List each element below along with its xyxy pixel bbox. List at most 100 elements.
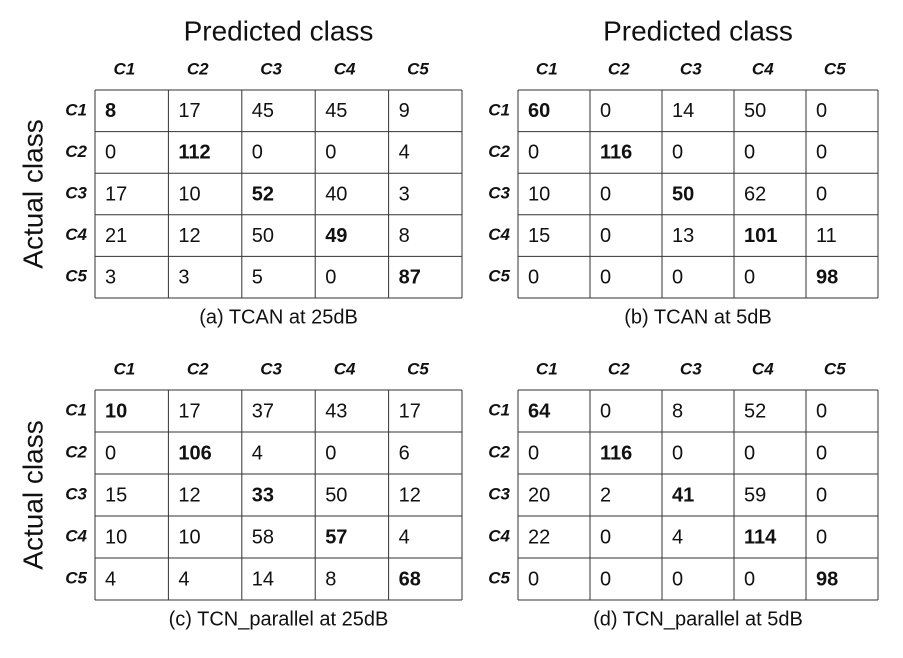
- cell-value: 0: [672, 142, 683, 164]
- caption: (a) TCAN at 25dB: [199, 306, 358, 328]
- cell-value: 60: [528, 100, 550, 122]
- predicted-label: Predicted class: [184, 15, 374, 46]
- cell-value: 10: [178, 183, 200, 205]
- row-header: C2: [65, 442, 87, 461]
- cell-value: 14: [672, 100, 694, 122]
- cell-value: 3: [178, 266, 189, 288]
- cell-value: 12: [399, 484, 421, 506]
- cell-value: 17: [105, 183, 127, 205]
- cell-value: 4: [672, 526, 683, 548]
- cell-value: 0: [528, 568, 539, 590]
- row-header: C4: [65, 526, 87, 545]
- cell-value: 10: [105, 400, 127, 422]
- cell-value: 15: [528, 225, 550, 247]
- cell-value: 0: [816, 183, 827, 205]
- column-header: C2: [608, 59, 630, 78]
- cell-value: 0: [744, 266, 755, 288]
- cell-value: 0: [672, 568, 683, 590]
- cell-value: 41: [672, 484, 694, 506]
- cell-value: 0: [325, 442, 336, 464]
- row-header: C4: [65, 225, 87, 244]
- row-header: C1: [488, 400, 510, 419]
- cell-value: 59: [744, 484, 766, 506]
- cell-value: 0: [816, 142, 827, 164]
- row-header: C3: [65, 183, 87, 202]
- cell-value: 43: [325, 400, 347, 422]
- cell-value: 14: [252, 568, 274, 590]
- row-header: C3: [488, 183, 510, 202]
- cell-value: 0: [528, 142, 539, 164]
- row-header: C1: [65, 100, 87, 119]
- cell-value: 116: [600, 142, 632, 164]
- cell-value: 98: [816, 266, 838, 288]
- cell-value: 22: [528, 526, 550, 548]
- cell-value: 0: [252, 142, 263, 164]
- cell-value: 0: [816, 442, 827, 464]
- cell-value: 12: [178, 484, 200, 506]
- cell-value: 2: [600, 484, 611, 506]
- cell-value: 0: [528, 442, 539, 464]
- column-header: C5: [824, 59, 846, 78]
- cell-value: 37: [252, 400, 274, 422]
- cell-value: 3: [105, 266, 116, 288]
- caption: (c) TCN_parallel at 25dB: [169, 608, 389, 630]
- column-header: C1: [113, 59, 135, 78]
- cell-value: 112: [178, 142, 210, 164]
- cell-value: 4: [399, 526, 410, 548]
- cell-value: 0: [744, 442, 755, 464]
- cell-value: 0: [816, 400, 827, 422]
- cell-value: 45: [325, 100, 347, 122]
- cell-value: 12: [178, 225, 200, 247]
- cell-value: 0: [600, 100, 611, 122]
- column-header: C4: [752, 59, 774, 78]
- row-header: C4: [488, 526, 510, 545]
- column-header: C5: [824, 359, 846, 378]
- column-header: C5: [407, 59, 429, 78]
- cell-value: 0: [105, 442, 116, 464]
- row-header: C5: [488, 568, 510, 587]
- row-header: C2: [488, 442, 510, 461]
- row-header: C2: [488, 142, 510, 161]
- row-header: C5: [65, 267, 87, 286]
- cell-value: 68: [399, 568, 421, 590]
- cell-value: 57: [325, 526, 347, 548]
- cell-value: 8: [672, 400, 683, 422]
- cell-value: 50: [672, 183, 694, 205]
- column-header: C4: [752, 359, 774, 378]
- cell-value: 0: [672, 442, 683, 464]
- cell-value: 0: [325, 266, 336, 288]
- cell-value: 17: [399, 400, 421, 422]
- cell-value: 0: [816, 526, 827, 548]
- row-header: C5: [65, 568, 87, 587]
- row-header: C4: [488, 225, 510, 244]
- cell-value: 20: [528, 484, 550, 506]
- column-header: C2: [187, 59, 209, 78]
- cell-value: 52: [744, 400, 766, 422]
- cell-value: 0: [600, 266, 611, 288]
- column-header: C1: [536, 359, 558, 378]
- cell-value: 4: [399, 142, 410, 164]
- row-header: C5: [488, 267, 510, 286]
- cell-value: 0: [744, 142, 755, 164]
- cell-value: 3: [399, 183, 410, 205]
- cell-value: 10: [105, 526, 127, 548]
- cell-value: 0: [528, 266, 539, 288]
- cell-value: 0: [600, 568, 611, 590]
- cell-value: 58: [252, 526, 274, 548]
- caption: (d) TCN_parallel at 5dB: [593, 608, 803, 630]
- cell-value: 0: [816, 100, 827, 122]
- row-header: C1: [488, 100, 510, 119]
- caption: (b) TCAN at 5dB: [624, 306, 771, 328]
- column-header: C3: [680, 359, 702, 378]
- cell-value: 8: [105, 100, 116, 122]
- cell-value: 50: [744, 100, 766, 122]
- cell-value: 11: [816, 225, 837, 247]
- cell-value: 17: [178, 400, 200, 422]
- cell-value: 0: [672, 266, 683, 288]
- actual-label: Actual class: [17, 420, 48, 569]
- cell-value: 50: [252, 225, 274, 247]
- cell-value: 17: [178, 100, 200, 122]
- cell-value: 50: [325, 484, 347, 506]
- cell-value: 0: [325, 142, 336, 164]
